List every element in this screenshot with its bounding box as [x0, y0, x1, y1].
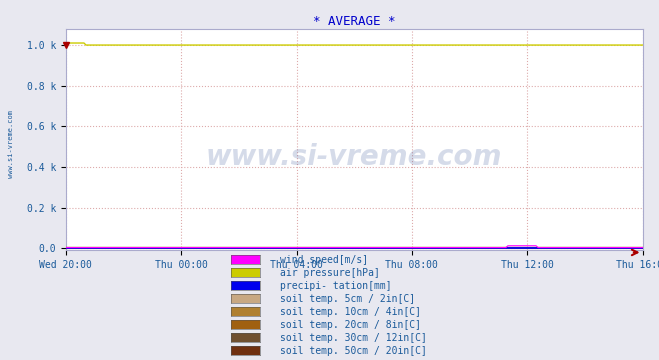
Text: soil temp. 5cm / 2in[C]: soil temp. 5cm / 2in[C] — [280, 294, 415, 304]
Text: soil temp. 10cm / 4in[C]: soil temp. 10cm / 4in[C] — [280, 307, 421, 317]
Text: soil temp. 20cm / 8in[C]: soil temp. 20cm / 8in[C] — [280, 320, 421, 330]
Text: wind speed[m/s]: wind speed[m/s] — [280, 255, 368, 265]
Text: www.si-vreme.com: www.si-vreme.com — [206, 143, 502, 171]
Text: www.si-vreme.com: www.si-vreme.com — [8, 110, 14, 178]
Text: precipi- tation[mm]: precipi- tation[mm] — [280, 281, 391, 291]
Title: * AVERAGE *: * AVERAGE * — [313, 15, 395, 28]
Text: air pressure[hPa]: air pressure[hPa] — [280, 268, 380, 278]
Text: soil temp. 50cm / 20in[C]: soil temp. 50cm / 20in[C] — [280, 346, 427, 356]
Text: soil temp. 30cm / 12in[C]: soil temp. 30cm / 12in[C] — [280, 333, 427, 343]
